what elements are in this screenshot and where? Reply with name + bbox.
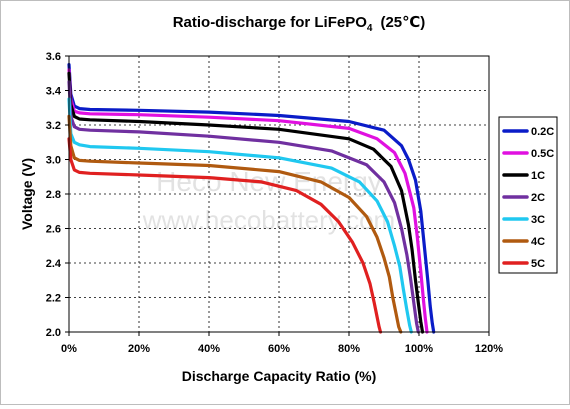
y-tick-label: 2.8 xyxy=(46,189,61,201)
x-tick-label: 0% xyxy=(61,343,77,355)
y-tick-label: 3.0 xyxy=(46,155,61,167)
y-tick-label: 2.4 xyxy=(46,258,62,270)
chart-title: Ratio-discharge for LiFePO4 (25℃) xyxy=(173,14,426,34)
series-line-0_2C xyxy=(67,62,436,334)
series-line-1C xyxy=(67,71,425,334)
legend-box xyxy=(498,116,558,274)
x-tick-label: 20% xyxy=(128,343,150,355)
x-tick-label: 40% xyxy=(198,343,220,355)
chart-title-subscript: 4 xyxy=(367,23,373,34)
x-axis-ticks: 0% 20% 40% 60% 80% 100% 120% xyxy=(61,332,503,355)
legend-label-0_2C: 0.2C xyxy=(531,126,554,138)
legend: 0.2C 0.5C 1C 2C 3C 4C 5C xyxy=(498,116,558,274)
x-tick-label: 100% xyxy=(405,343,433,355)
series-line-5C xyxy=(67,137,383,334)
y-tick-label: 3.6 xyxy=(46,51,61,63)
y-tick-label: 3.2 xyxy=(46,120,61,132)
grid xyxy=(69,56,489,332)
chart-title-main: Ratio-discharge for LiFePO xyxy=(173,14,368,31)
y-axis-ticks: 2.0 2.2 2.4 2.6 2.8 3.0 3.2 3.4 3.6 xyxy=(46,51,69,339)
series-line-0_5C xyxy=(67,68,429,334)
series-line-3C xyxy=(67,97,413,334)
series-line-4C xyxy=(67,114,403,334)
y-tick-label: 2.0 xyxy=(46,327,61,339)
x-tick-label: 60% xyxy=(268,343,290,355)
legend-label-0_5C: 0.5C xyxy=(531,148,554,160)
legend-label-3C: 3C xyxy=(531,214,545,226)
x-axis-label: Discharge Capacity Ratio (%) xyxy=(182,368,377,384)
series-layer xyxy=(67,62,436,334)
y-tick-label: 3.4 xyxy=(46,86,62,98)
watermark-url: www.hecobattery.com xyxy=(142,205,395,235)
legend-label-4C: 4C xyxy=(531,236,545,248)
chart-title-suffix: (25℃) xyxy=(380,14,425,31)
x-tick-label: 80% xyxy=(338,343,360,355)
series-line-2C xyxy=(67,80,420,334)
legend-label-2C: 2C xyxy=(531,192,545,204)
y-tick-label: 2.6 xyxy=(46,224,61,236)
x-tick-label: 120% xyxy=(475,343,503,355)
y-axis-label: Voltage (V) xyxy=(19,158,35,230)
y-tick-label: 2.2 xyxy=(46,293,61,305)
legend-label-1C: 1C xyxy=(531,170,545,182)
legend-label-5C: 5C xyxy=(531,258,545,270)
